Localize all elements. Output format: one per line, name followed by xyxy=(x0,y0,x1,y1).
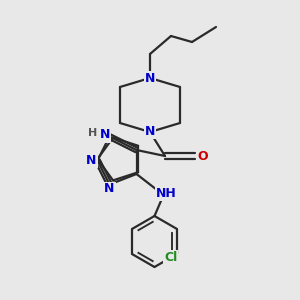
Text: N: N xyxy=(145,71,155,85)
Text: H: H xyxy=(88,128,98,139)
Text: Cl: Cl xyxy=(164,251,177,264)
Text: N: N xyxy=(100,128,110,142)
Text: NH: NH xyxy=(156,187,177,200)
Text: N: N xyxy=(104,182,115,196)
Text: O: O xyxy=(197,149,208,163)
Text: N: N xyxy=(145,125,155,139)
Text: N: N xyxy=(86,154,97,167)
